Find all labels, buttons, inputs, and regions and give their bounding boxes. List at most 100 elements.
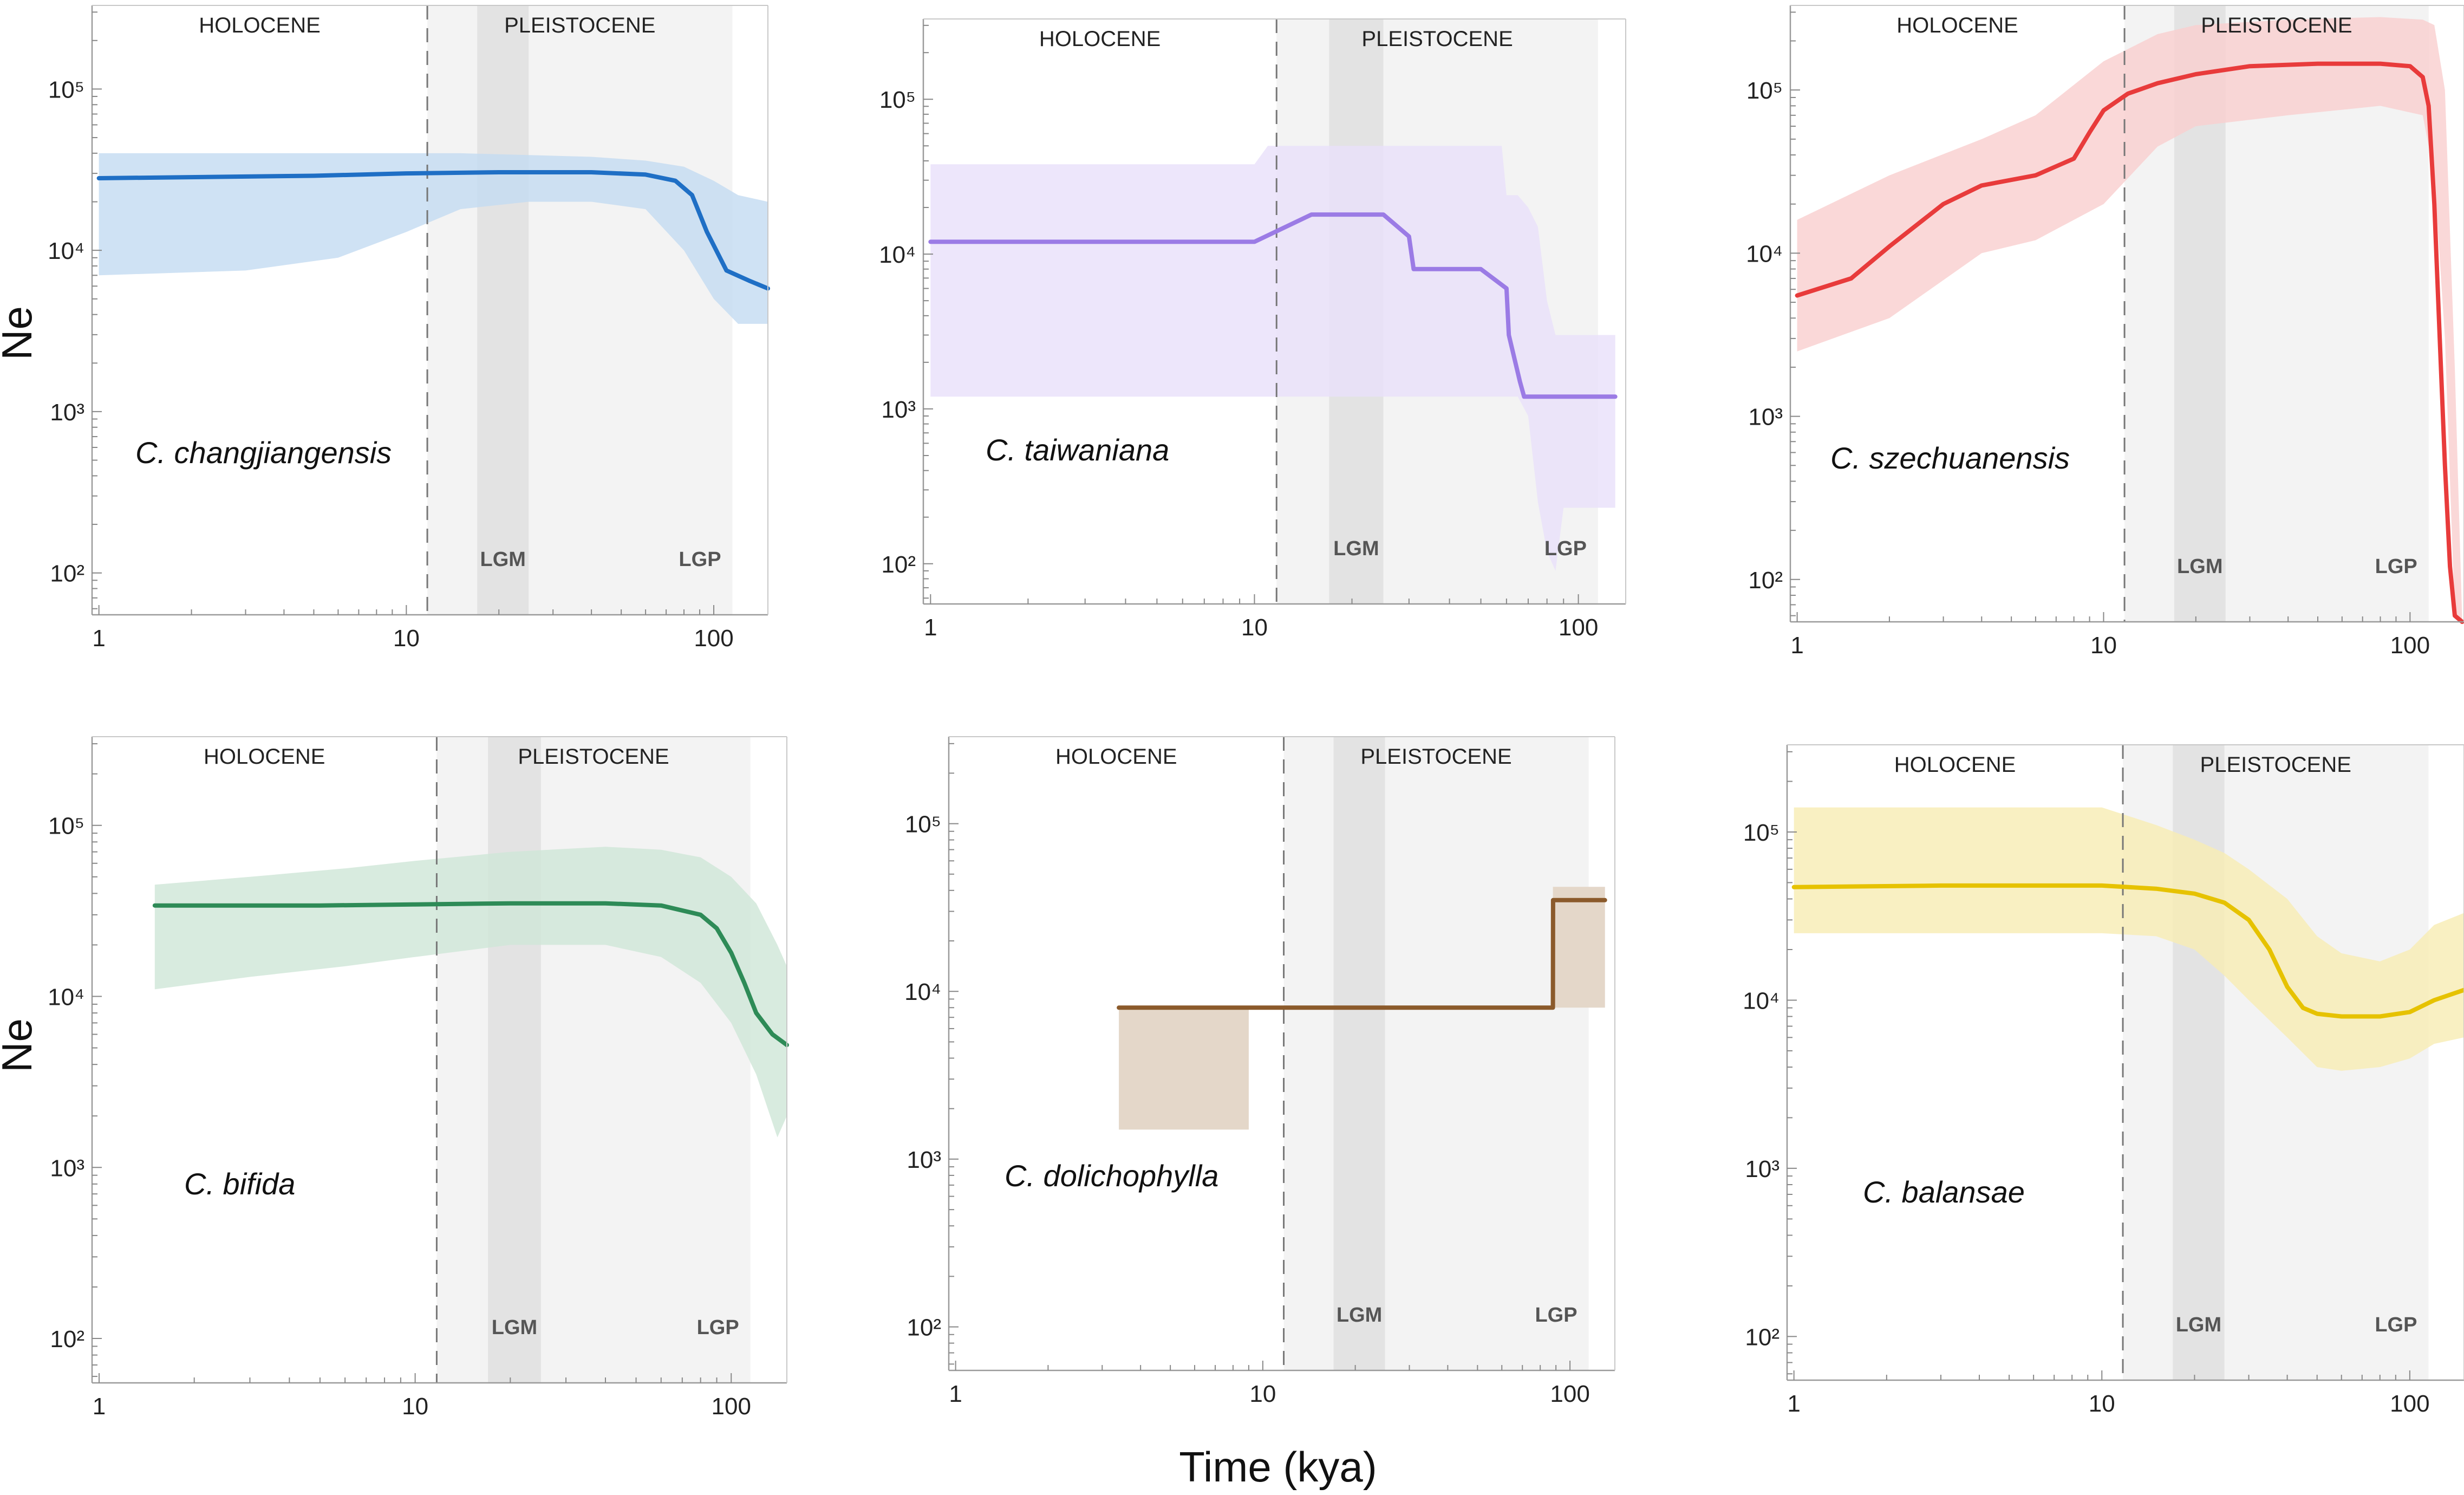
species-label: C. bifida: [184, 1167, 295, 1201]
confidence-band: [930, 146, 1615, 571]
y-tick-label: 10³: [50, 399, 84, 426]
lgm-label: LGM: [2177, 555, 2222, 578]
pleistocene-shading: [427, 5, 733, 615]
lgm-shading: [1333, 737, 1385, 1370]
confidence-band: [99, 153, 768, 324]
chart-panel-1: 1 10 100 10² 10³ 10⁴ 10⁵ HOLOCENE PLEISTOCENE LGM…: [48, 5, 770, 652]
species-label: C. balansae: [1863, 1175, 2025, 1209]
ne-median-line: [96, 170, 770, 291]
y-tick-label: 10⁵: [1743, 820, 1779, 846]
x-tick-label: 10: [2090, 632, 2117, 659]
confidence-band: [154, 847, 787, 1138]
chart-panel-4: 1 10 100 10² 10³ 10⁴ 10⁵ HOLOCENE PLEISTOCENE LGM…: [48, 736, 789, 1420]
lgp-label: LGP: [2375, 1314, 2417, 1336]
y-tick-label: 10³: [907, 1147, 941, 1173]
x-tick-label: 10: [1241, 614, 1268, 641]
y-tick-label: 10⁵: [48, 76, 84, 103]
x-tick-label: 100: [712, 1393, 751, 1420]
pleistocene-label: PLEISTOCENE: [2200, 753, 2351, 777]
x-tick-label: 10: [1249, 1381, 1276, 1407]
lgp-label: LGP: [1544, 537, 1587, 560]
x-tick-label: 1: [1790, 632, 1803, 659]
y-tick-label: 10⁴: [1746, 240, 1783, 267]
y-tick-label: 10²: [881, 551, 916, 578]
pleistocene-shading: [1283, 737, 1589, 1370]
holocene-label: HOLOCENE: [199, 14, 321, 37]
y-tick-label: 10³: [1748, 404, 1783, 431]
ne-median-line: [1117, 898, 1607, 1010]
species-label: C. taiwaniana: [986, 433, 1169, 467]
y-tick-label: 10⁴: [48, 984, 84, 1010]
x-tick-label: 10: [393, 625, 420, 652]
lgm-label: LGM: [480, 548, 525, 571]
y-tick-label: 10³: [1745, 1156, 1779, 1182]
lgm-label: LGM: [492, 1316, 537, 1339]
lgp-label: LGP: [1535, 1304, 1577, 1327]
lgp-label: LGP: [697, 1316, 739, 1339]
y-tick-label: 10²: [907, 1315, 941, 1341]
y-tick-label: 10³: [881, 396, 916, 423]
x-tick-label: 100: [1550, 1381, 1589, 1407]
chart-panel-6: 1 10 100 10² 10³ 10⁴ 10⁵ HOLOCENE PLEISTOCENE LGM…: [1743, 744, 2464, 1417]
x-tick-label: 10: [402, 1393, 428, 1420]
y-tick-label: 10²: [1748, 567, 1783, 594]
y-tick-label: 10³: [50, 1155, 84, 1181]
ne-median-line: [928, 212, 1618, 399]
lgm-label: LGM: [1333, 537, 1379, 560]
lgm-shading: [477, 5, 529, 615]
species-label: C. szechuanensis: [1830, 441, 2070, 475]
y-tick-label: 10⁴: [904, 979, 941, 1005]
y-tick-label: 10⁵: [1746, 77, 1783, 104]
pleistocene-label: PLEISTOCENE: [504, 14, 655, 37]
holocene-label: HOLOCENE: [1894, 753, 2016, 777]
y-tick-label: 10⁵: [48, 813, 84, 840]
ne-median-line: [1791, 883, 2464, 1019]
pleistocene-shading: [436, 737, 751, 1383]
x-tick-label: 1: [1787, 1390, 1800, 1417]
lgm-label: LGM: [2176, 1314, 2221, 1336]
confidence-band: [1553, 887, 1605, 1008]
chart-panel-2: 1 10 100 10² 10³ 10⁴ 10⁵ HOLOCENE PLEISTOCENE LGM…: [879, 18, 1626, 641]
y-tick-label: 10⁵: [879, 87, 916, 113]
holocene-label: HOLOCENE: [204, 745, 325, 769]
x-tick-label: 1: [93, 1393, 106, 1420]
species-label: C. dolichophylla: [1005, 1159, 1218, 1193]
x-tick-label: 100: [694, 625, 733, 652]
x-tick-label: 1: [92, 625, 105, 652]
y-tick-label: 10⁵: [905, 811, 941, 838]
confidence-band: [1794, 807, 2464, 1071]
y-tick-label: 10⁴: [1743, 987, 1779, 1014]
y-axis-title-bottom: Ne: [0, 1018, 41, 1072]
pleistocene-label: PLEISTOCENE: [1360, 745, 1511, 769]
lgp-label: LGP: [679, 548, 721, 571]
ne-median-line: [152, 901, 789, 1048]
y-tick-label: 10²: [1745, 1324, 1779, 1350]
y-tick-label: 10²: [50, 1326, 84, 1353]
chart-panel-3: 1 10 100 10² 10³ 10⁴ 10⁵ HOLOCENE PLEISTOCENE LGM…: [1746, 5, 2464, 659]
x-tick-label: 100: [2390, 632, 2430, 659]
lgp-label: LGP: [2375, 555, 2417, 578]
holocene-label: HOLOCENE: [1055, 745, 1177, 769]
holocene-label: HOLOCENE: [1896, 14, 2018, 37]
ne-median-line: [1795, 61, 2464, 624]
x-axis-title: Time (kya): [1179, 1443, 1377, 1491]
lgm-shading: [488, 737, 541, 1383]
y-tick-label: 10²: [50, 561, 84, 587]
chart-panel-5: 1 10 100 10² 10³ 10⁴ 10⁵ HOLOCENE PLEISTOCENE LGM…: [904, 736, 1615, 1407]
x-tick-label: 1: [924, 614, 937, 641]
pleistocene-label: PLEISTOCENE: [2201, 14, 2352, 37]
pleistocene-label: PLEISTOCENE: [518, 745, 669, 769]
y-tick-label: 10⁴: [48, 238, 84, 264]
x-tick-label: 10: [2089, 1390, 2115, 1417]
x-tick-label: 100: [2390, 1390, 2429, 1417]
x-tick-label: 100: [1559, 614, 1598, 641]
y-tick-label: 10⁴: [879, 242, 916, 268]
species-label: C. changjiangensis: [135, 435, 392, 470]
pleistocene-label: PLEISTOCENE: [1361, 27, 1513, 51]
lgm-label: LGM: [1337, 1304, 1382, 1327]
holocene-label: HOLOCENE: [1039, 27, 1161, 51]
y-axis-title-top: Ne: [0, 306, 41, 360]
x-tick-label: 1: [949, 1381, 962, 1407]
confidence-band: [1797, 17, 2462, 622]
